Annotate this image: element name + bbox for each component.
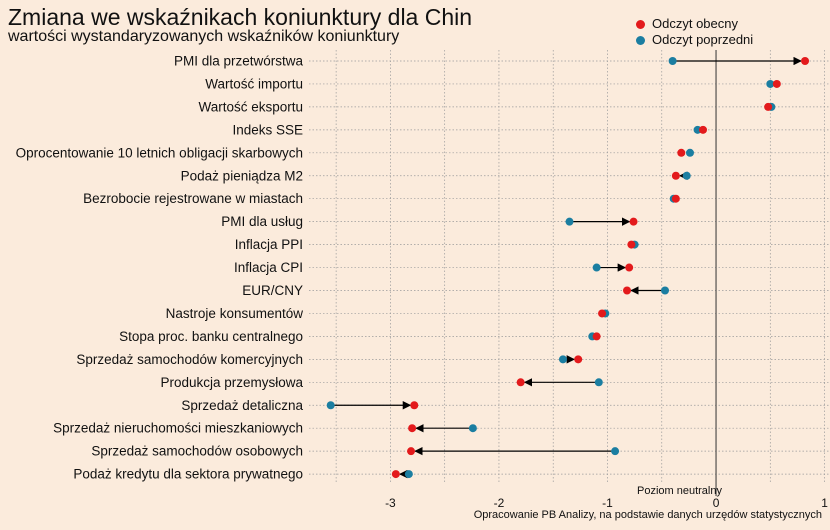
legend-dot-previous [636, 35, 645, 45]
legend-item-previous: Odczyt poprzedni [636, 32, 753, 48]
point-previous [611, 447, 620, 456]
point-previous [668, 57, 677, 65]
point-current [574, 355, 583, 364]
point-current [671, 194, 680, 203]
point-current [677, 148, 686, 157]
point-current [598, 309, 607, 318]
point-previous [592, 263, 601, 272]
point-current [629, 217, 638, 226]
category-label: Inflacja CPI [234, 260, 303, 275]
point-previous [565, 217, 574, 226]
source-note: Opracowanie PB Analizy, na podstawie dan… [473, 509, 822, 521]
point-previous [558, 355, 567, 364]
point-current [627, 240, 636, 249]
legend-dot-current [636, 19, 645, 29]
point-current [408, 424, 417, 433]
category-label: PMI dla usług [221, 214, 303, 229]
point-current [699, 125, 708, 134]
neutral-line-label: Poziom neutralny [637, 485, 722, 497]
legend: Odczyt obecny Odczyt poprzedni [636, 16, 753, 48]
category-label: Nastroje konsumentów [166, 306, 304, 321]
point-current [671, 171, 680, 180]
category-label: Oprocentowanie 10 letnich obligacji skar… [16, 145, 303, 160]
point-current [391, 470, 400, 479]
category-label-layer: PMI dla przetwórstwa Wartość importu Warto… [16, 54, 304, 482]
point-current [801, 57, 810, 65]
category-label: Podaż kredytu dla sektora prywatnego [73, 467, 303, 482]
point-layer [326, 57, 810, 479]
x-tick-label: 1 [821, 496, 828, 510]
category-label: PMI dla przetwórstwa [174, 54, 304, 69]
point-current [625, 263, 634, 272]
point-previous [404, 470, 413, 479]
point-previous [326, 401, 335, 410]
category-label: Inflacja PPI [235, 237, 303, 252]
point-previous [685, 148, 694, 157]
category-label: Podaż pieniądza M2 [181, 168, 303, 183]
point-current [764, 102, 773, 111]
category-label: Sprzedaż detaliczna [181, 398, 303, 413]
category-label: Indeks SSE [232, 122, 303, 137]
point-previous [766, 79, 775, 88]
point-previous [468, 424, 477, 433]
category-label: Wartość importu [205, 76, 303, 91]
category-label: Stopa proc. banku centralnego [119, 329, 303, 344]
grid-layer [309, 50, 830, 484]
legend-item-current: Odczyt obecny [636, 16, 753, 32]
point-current [772, 79, 781, 88]
point-previous [682, 171, 691, 180]
legend-label-current: Odczyt obecny [652, 16, 738, 31]
category-label: Sprzedaż samochodów komercyjnych [76, 352, 303, 367]
chart-subtitle: wartości wystandaryzowanych wskaźników k… [8, 28, 400, 45]
point-current [407, 447, 416, 456]
x-tick-label: 0 [713, 496, 720, 510]
category-label: Sprzedaż samochodów osobowych [91, 444, 303, 459]
point-previous [661, 286, 670, 295]
point-current [516, 378, 525, 387]
x-tick-label: -1 [602, 496, 613, 510]
category-label: Produkcja przemysłowa [160, 375, 303, 390]
point-previous [594, 378, 603, 387]
x-tick-layer: -3 -2 -1 0 1 [385, 496, 828, 510]
point-current [623, 286, 632, 295]
point-current [592, 332, 601, 341]
chart-title: Zmiana we wskaźnikach koniunktury dla Ch… [8, 4, 473, 30]
category-label: EUR/CNY [242, 283, 303, 298]
x-tick-label: -2 [494, 496, 505, 510]
point-current [410, 401, 419, 410]
category-label: Sprzedaż nieruchomości mieszkaniowych [53, 421, 303, 436]
arrow-layer [330, 56, 802, 479]
legend-label-previous: Odczyt poprzedni [652, 32, 754, 47]
category-label: Bezrobocie rejestrowane w miastach [83, 191, 303, 206]
x-tick-label: -3 [385, 496, 396, 510]
category-label: Wartość eksportu [198, 99, 303, 114]
